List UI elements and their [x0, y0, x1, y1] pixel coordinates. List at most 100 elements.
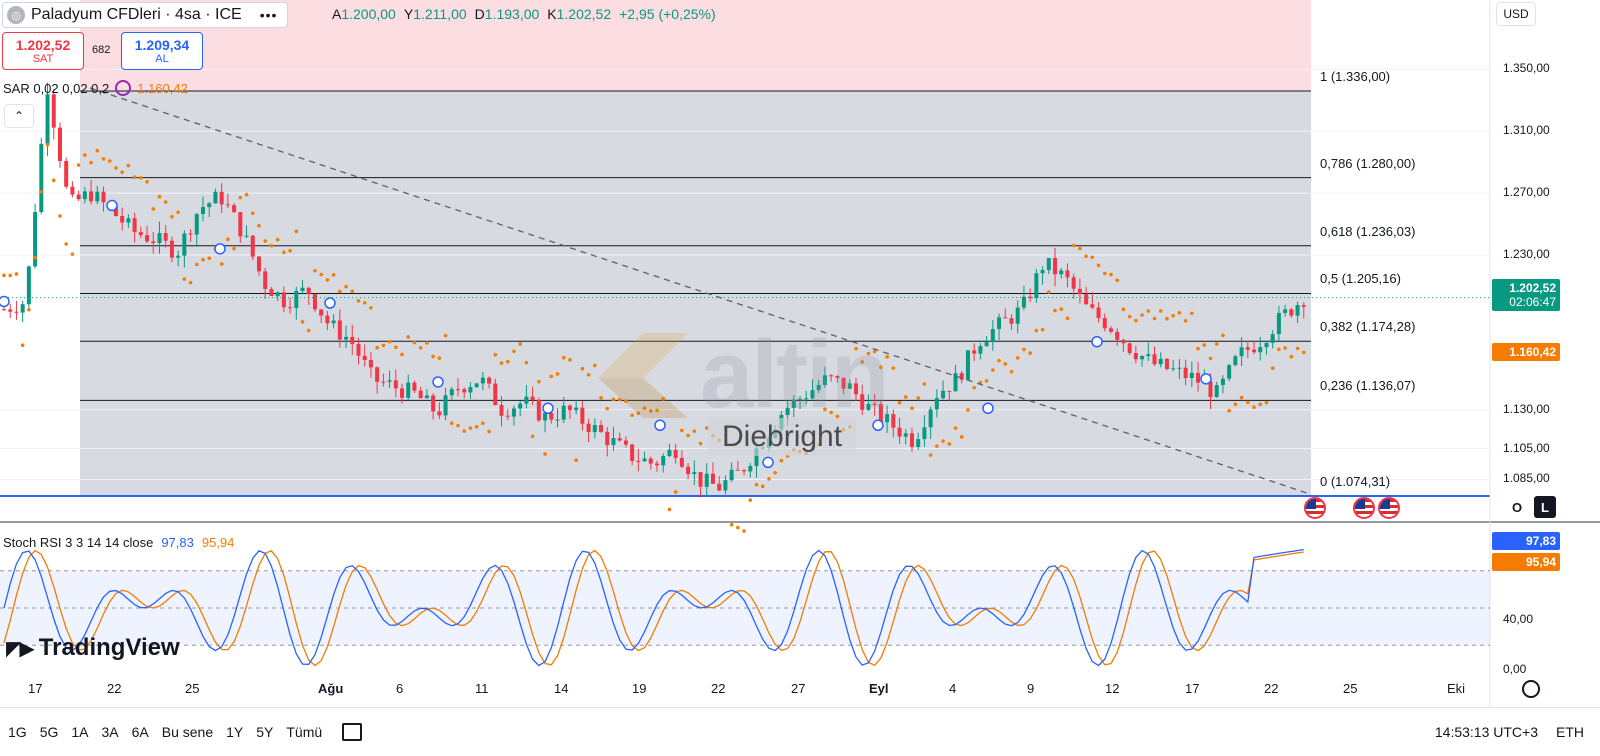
sar-dot [139, 176, 143, 180]
timeframe-button[interactable]: 6A [131, 724, 149, 740]
gear-icon[interactable] [1522, 680, 1540, 698]
candle-body [120, 216, 125, 223]
candle-body [835, 376, 840, 378]
candle-body [617, 438, 622, 441]
sar-dot [1158, 309, 1163, 313]
candle-body [636, 460, 641, 462]
sar-dot [754, 482, 759, 487]
candle-body [1252, 349, 1257, 353]
sar-dot [524, 360, 529, 365]
timeframe-button[interactable]: 1Y [226, 724, 244, 740]
timeframe-button[interactable]: 5G [39, 724, 59, 740]
sar-dot [966, 408, 970, 412]
bar-countdown: 02:06:47 [1509, 295, 1556, 309]
candle-body [536, 400, 541, 421]
timeframe-button[interactable]: Tümü [286, 724, 323, 740]
sar-dot [157, 194, 162, 199]
candle-body [412, 382, 417, 391]
sar-dot [555, 372, 560, 376]
candle-body [941, 390, 946, 399]
us-flag-icon[interactable] [1378, 497, 1400, 519]
sar-dot [866, 351, 871, 356]
calendar-icon[interactable] [342, 723, 363, 741]
sar-dot [1202, 343, 1207, 347]
refresh-icon[interactable] [115, 80, 132, 96]
us-flag-icon[interactable] [1353, 497, 1375, 519]
timeframe-button[interactable]: Bu sene [161, 724, 214, 740]
sar-dot [1078, 246, 1082, 251]
sar-dot [1270, 366, 1275, 370]
sar-dot [282, 250, 286, 255]
sar-dot [64, 242, 68, 246]
log-scale-button[interactable]: L [1534, 496, 1556, 518]
candle-body [443, 395, 448, 416]
sar-dot [58, 214, 62, 218]
sar-dot [1177, 311, 1182, 315]
candle-body [1077, 288, 1082, 295]
sar-dot [1190, 311, 1194, 316]
us-flag-icon[interactable] [1304, 497, 1326, 519]
candle-body [57, 127, 62, 162]
time-axis-label: 19 [632, 681, 647, 696]
timeframe-button[interactable]: 3A [101, 724, 119, 740]
sar-dot [1171, 313, 1175, 318]
candle-body [362, 355, 367, 361]
ohlc-readout: A1.200,00 Y1.211,00 D1.193,00 K1.202,52 … [332, 6, 716, 22]
open-value: 1.200,00 [341, 6, 396, 22]
time-axis-label: 22 [1264, 681, 1279, 696]
candle-body [543, 413, 548, 421]
collapse-legend-button[interactable]: ⌃ [4, 104, 34, 128]
tradingview-logo-icon: ◤▶ [6, 637, 35, 660]
sar-dot [14, 272, 19, 276]
sell-button[interactable]: 1.202,52 SAT [2, 32, 84, 70]
sar-dot [406, 335, 411, 339]
candle-body [294, 290, 299, 309]
sar-dot [1283, 346, 1287, 350]
candle-body [393, 380, 398, 389]
candle-body [238, 212, 243, 237]
timeframe-button[interactable]: 5Y [256, 724, 274, 740]
timeframe-button[interactable]: 1A [71, 724, 89, 740]
candle-body [1009, 318, 1014, 324]
sar-value: 1.160,42 [137, 80, 188, 96]
sar-dot [518, 342, 522, 346]
candle-body [331, 320, 336, 324]
fib-level-label: 0,5 (1.205,16) [1320, 271, 1401, 287]
sar-dot [972, 385, 976, 390]
timeframe-button[interactable]: 1G [8, 724, 27, 740]
sar-dot [1196, 346, 1200, 351]
candle-body [1208, 381, 1213, 398]
buy-button[interactable]: 1.209,34 AL [121, 32, 203, 70]
candle-body [655, 463, 659, 466]
clock[interactable]: 14:53:13 UTC+3 [1434, 724, 1538, 740]
more-options-icon[interactable]: ••• [259, 7, 278, 23]
scale-mode-o-button[interactable]: O [1506, 496, 1528, 518]
session-toggle[interactable]: ETH [1556, 724, 1584, 740]
sar-dot [1003, 362, 1008, 366]
sar-dot [487, 429, 491, 434]
stoch-rsi-legend[interactable]: Stoch RSI 3 3 14 14 close 97,83 95,94 [3, 535, 234, 550]
buy-price: 1.209,34 [134, 37, 190, 53]
candle-body [101, 191, 106, 203]
sar-dot [132, 175, 137, 179]
tradingview-logo[interactable]: ◤▶ TradingView [6, 634, 180, 662]
candle-body [468, 387, 473, 393]
candle-body [530, 396, 535, 401]
sar-dot [89, 160, 93, 165]
currency-selector[interactable]: USD [1496, 2, 1536, 26]
sar-dot [512, 349, 516, 354]
sar-dot [928, 453, 933, 457]
sar-legend[interactable]: SAR 0,02 0,02 0,2 1.160,42 [3, 80, 188, 96]
sar-dot [984, 379, 989, 383]
candle-body [474, 383, 479, 388]
price-tick-label: 1.105,00 [1503, 440, 1550, 455]
sar-dot [1040, 327, 1045, 332]
candle-body [219, 191, 224, 205]
symbol-title-bar[interactable]: ◎ Paladyum CFDleri · 4sa · ICE ••• [2, 2, 289, 28]
candle-body [1096, 307, 1101, 318]
sell-price: 1.202,52 [15, 37, 71, 53]
time-axis-label: 17 [1185, 681, 1200, 696]
candle-body [810, 390, 815, 399]
candle-body [163, 233, 168, 241]
